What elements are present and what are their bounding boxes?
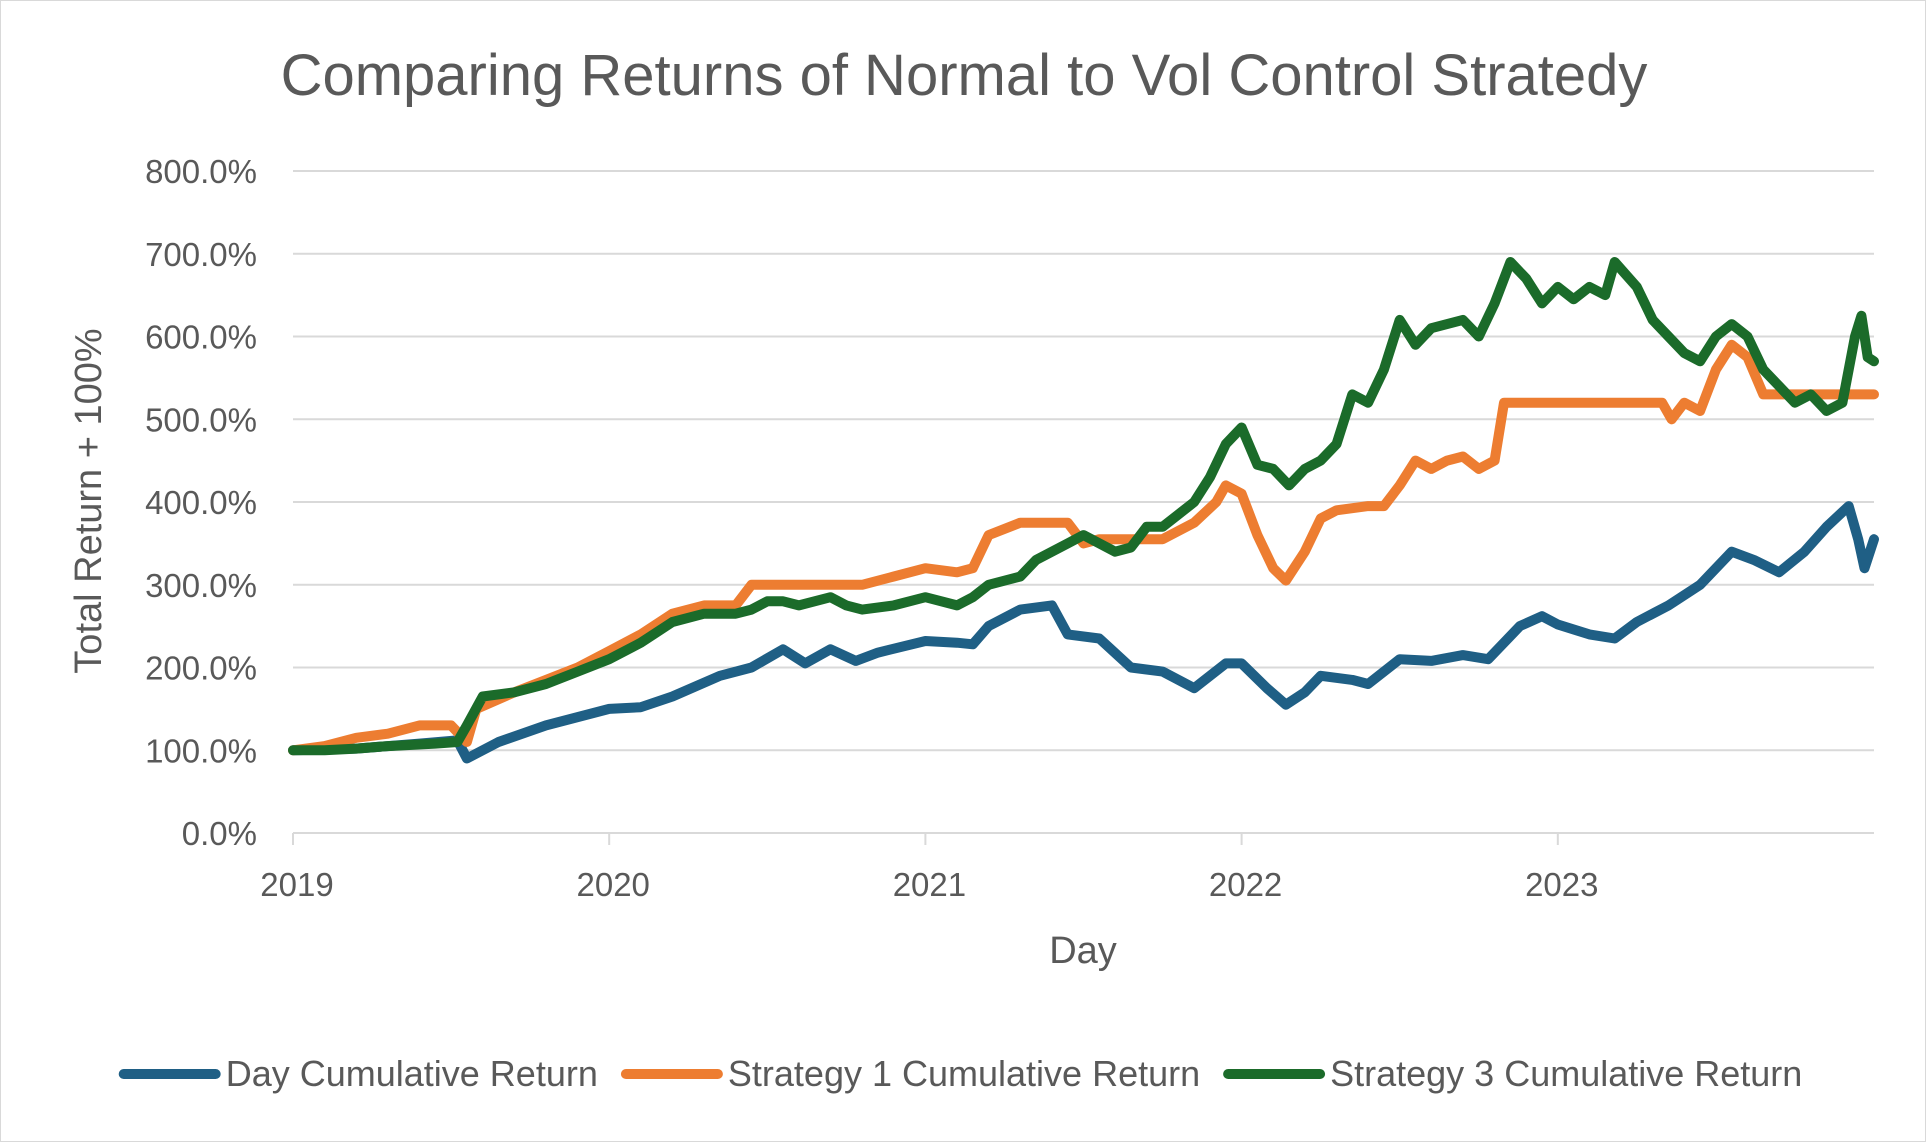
series-lines <box>288 257 1879 764</box>
y-tick-label: 600.0% <box>145 319 257 356</box>
legend-label: Strategy 1 Cumulative Return <box>728 1053 1200 1094</box>
y-tick-label: 300.0% <box>145 567 257 604</box>
x-axis-label: Day <box>1049 930 1117 972</box>
series-line-3 <box>288 257 1879 756</box>
x-tick-label: 2023 <box>1525 866 1598 903</box>
y-tick-label: 0.0% <box>182 815 257 852</box>
x-tick-label: 2020 <box>576 866 649 903</box>
y-tick-label: 800.0% <box>145 153 257 190</box>
legend-label: Day Cumulative Return <box>226 1053 598 1094</box>
series-line-1 <box>288 501 1879 764</box>
x-tick-label: 2021 <box>893 866 966 903</box>
legend-item-1: Day Cumulative Return <box>118 1053 598 1094</box>
y-tick-label: 500.0% <box>145 401 257 438</box>
legend: Day Cumulative Return Strategy 1 Cumulati… <box>118 1053 1802 1094</box>
y-axis-label: Total Return + 100% <box>68 328 110 673</box>
chart-title: Comparing Returns of Normal to Vol Contr… <box>281 43 1648 108</box>
y-tick-label: 400.0% <box>145 484 257 521</box>
y-tick-label: 700.0% <box>145 236 257 273</box>
x-tick-label: 2022 <box>1209 866 1282 903</box>
gridlines <box>293 170 1874 752</box>
legend-item-3: Strategy 3 Cumulative Return <box>1223 1053 1802 1094</box>
legend-item-2: Strategy 1 Cumulative Return <box>620 1053 1200 1094</box>
x-tick-label: 2019 <box>260 866 333 903</box>
axes: 0.0% 100.0% 200.0% 300.0% 400.0% 500.0% 600.0%… <box>145 153 1874 903</box>
y-tick-label: 200.0% <box>145 650 257 687</box>
legend-label: Strategy 3 Cumulative Return <box>1330 1053 1802 1094</box>
y-tick-label: 100.0% <box>145 732 257 769</box>
